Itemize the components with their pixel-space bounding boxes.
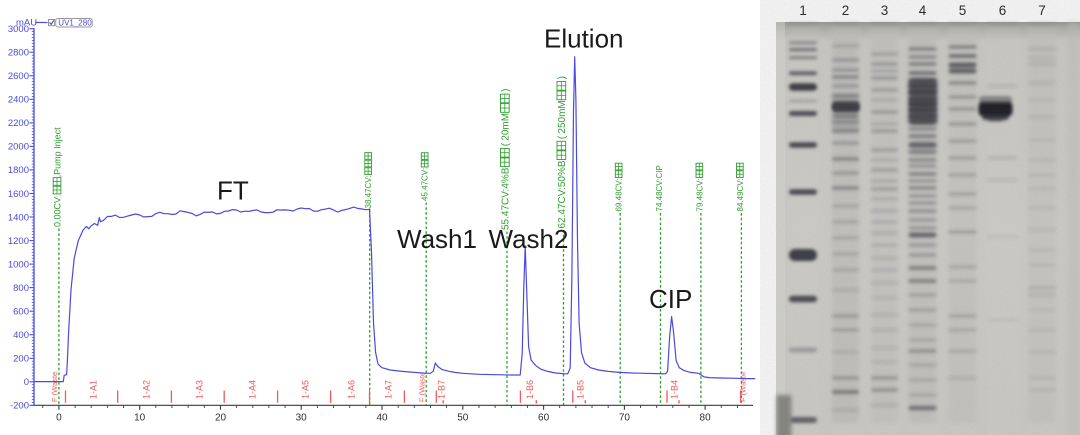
svg-text:45.47CV:: 45.47CV: — [421, 168, 430, 201]
svg-text:0: 0 — [24, 377, 29, 388]
svg-text:Elution: Elution — [544, 24, 624, 54]
svg-text:70: 70 — [619, 413, 631, 424]
svg-text:,Pump Inject: ,Pump Inject — [52, 127, 62, 178]
svg-text:2200: 2200 — [8, 118, 29, 129]
svg-text:): ) — [501, 89, 512, 92]
svg-text:Wash1: Wash1 — [397, 224, 477, 254]
svg-text:69.48CV:: 69.48CV: — [615, 178, 624, 211]
svg-text:84.49CV:: 84.49CV: — [736, 178, 745, 211]
svg-text:0: 0 — [56, 413, 62, 424]
svg-text:62.47CV:50%B: 62.47CV:50%B — [557, 160, 568, 228]
svg-text:1-A1: 1-A1 — [89, 380, 99, 399]
svg-text:2: 2 — [842, 3, 850, 18]
svg-text:1-B7: 1-B7 — [437, 380, 447, 399]
svg-text:(: ( — [557, 135, 568, 139]
svg-text:600: 600 — [13, 307, 29, 318]
svg-text:1600: 1600 — [8, 189, 29, 200]
svg-text:50: 50 — [457, 413, 469, 424]
svg-text:79.48CV:: 79.48CV: — [695, 178, 704, 211]
svg-text:1-A4: 1-A4 — [248, 380, 258, 399]
svg-text:1-A3: 1-A3 — [195, 380, 205, 399]
svg-text:20: 20 — [215, 413, 227, 424]
svg-text:FT: FT — [217, 176, 249, 206]
svg-text:800: 800 — [13, 283, 29, 294]
svg-text:55.47CV:4%B: 55.47CV:4%B — [501, 167, 512, 230]
svg-text:20mM: 20mM — [501, 113, 512, 141]
svg-text:F (Waste: F (Waste — [739, 372, 748, 402]
svg-text:2800: 2800 — [8, 48, 29, 59]
svg-text:7: 7 — [1038, 3, 1046, 18]
svg-text:CIP: CIP — [649, 284, 692, 314]
svg-text:40: 40 — [376, 413, 388, 424]
svg-text:mAU: mAU — [16, 18, 37, 29]
svg-text:5: 5 — [959, 3, 967, 18]
svg-text:1-B5: 1-B5 — [576, 380, 586, 399]
svg-text:3: 3 — [881, 3, 889, 18]
svg-text:UV1_280: UV1_280 — [58, 18, 92, 27]
svg-text:-200: -200 — [10, 401, 29, 412]
svg-text:1800: 1800 — [8, 165, 29, 176]
svg-text:Wash2: Wash2 — [489, 224, 569, 254]
svg-text:1000: 1000 — [8, 259, 29, 270]
svg-text:400: 400 — [13, 330, 29, 341]
svg-text:1-A6: 1-A6 — [347, 380, 357, 399]
svg-text:F (Waste: F (Waste — [418, 372, 427, 402]
svg-text:2600: 2600 — [8, 71, 29, 82]
svg-text:1: 1 — [799, 3, 807, 18]
svg-text:1-A7: 1-A7 — [384, 380, 394, 399]
svg-text:6: 6 — [999, 3, 1007, 18]
svg-text:80: 80 — [700, 413, 712, 424]
svg-text:F (Waste: F (Waste — [50, 372, 59, 402]
svg-text:250mM: 250mM — [557, 100, 568, 133]
svg-text:): ) — [557, 76, 568, 79]
svg-text:74.48CV:CIP: 74.48CV:CIP — [655, 165, 664, 211]
svg-text:10: 10 — [134, 413, 146, 424]
svg-text:1-B4: 1-B4 — [670, 380, 680, 399]
svg-text:4: 4 — [919, 3, 927, 18]
svg-text:60: 60 — [538, 413, 550, 424]
svg-text:200: 200 — [13, 354, 29, 365]
svg-text:1-B6: 1-B6 — [525, 380, 535, 399]
svg-text:(: ( — [501, 142, 512, 146]
svg-text:3000: 3000 — [8, 24, 29, 35]
svg-text:30: 30 — [296, 413, 308, 424]
svg-text:1400: 1400 — [8, 212, 29, 223]
svg-text:0.00CV:: 0.00CV: — [52, 195, 62, 227]
svg-text:1-A2: 1-A2 — [142, 380, 152, 399]
svg-text:38.47CV:: 38.47CV: — [364, 175, 373, 208]
svg-text:2000: 2000 — [8, 142, 29, 153]
svg-text:1-A5: 1-A5 — [301, 380, 311, 399]
svg-text:1200: 1200 — [8, 236, 29, 247]
svg-text:2400: 2400 — [8, 95, 29, 106]
